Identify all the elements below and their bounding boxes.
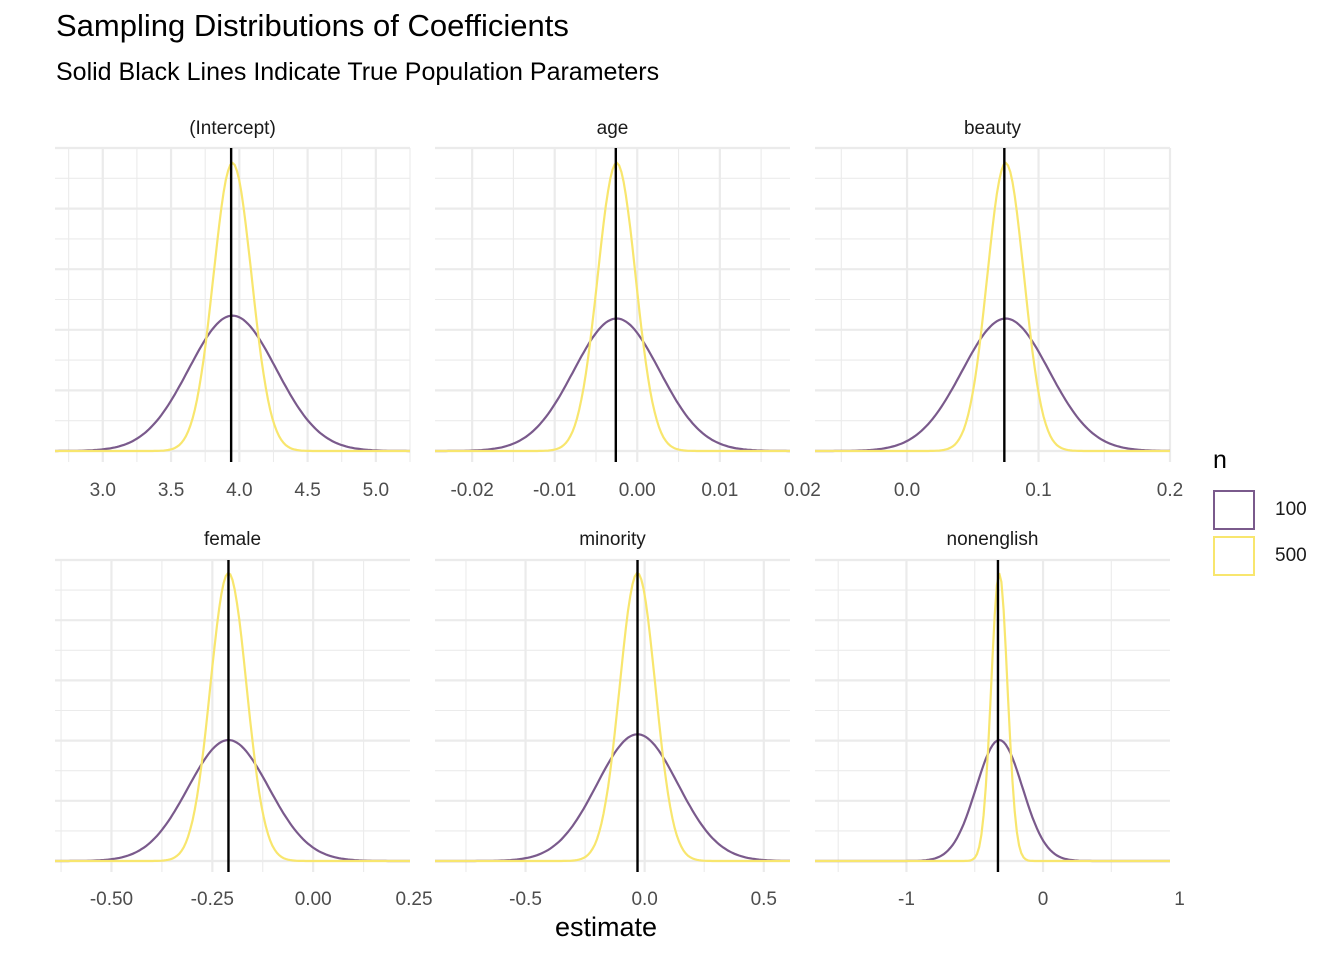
x-tick-label: 0.2 xyxy=(1157,480,1183,501)
panel-minority: minority -0.5 0.0 0.5 xyxy=(435,529,790,910)
panel-strip-title: (Intercept) xyxy=(189,118,276,139)
x-tick-label: 3.5 xyxy=(158,480,184,501)
panel-strip-title: minority xyxy=(579,529,646,550)
x-axis-label: estimate xyxy=(555,912,658,942)
x-tick-label: 0.0 xyxy=(894,480,920,501)
density-curve-n500 xyxy=(55,161,410,453)
x-tick-label: 0.1 xyxy=(1025,480,1051,501)
density-curve-n100 xyxy=(55,738,410,863)
x-tick-label: -0.02 xyxy=(450,480,493,501)
x-tick-label: 3.0 xyxy=(90,480,116,501)
density-curve-n500 xyxy=(435,161,790,453)
legend-item-500: 500 xyxy=(1213,533,1307,579)
x-tick-label: 4.0 xyxy=(226,480,252,501)
panel-age: age -0.02 -0.01 0.00 0.01 0.02 xyxy=(435,118,821,501)
x-tick-label: 0.00 xyxy=(619,480,656,501)
legend-label-500: 500 xyxy=(1275,545,1307,566)
panel-strip-title: nonenglish xyxy=(947,529,1039,550)
density-curve-n500 xyxy=(815,161,1170,453)
x-tick-label: 4.5 xyxy=(294,480,320,501)
panel-strip-title: beauty xyxy=(964,118,1022,139)
panel-strip-title: female xyxy=(204,529,261,550)
x-tick-label: 0.00 xyxy=(295,889,332,910)
chart-title: Sampling Distributions of Coefficients xyxy=(56,8,569,43)
x-tick-label: 0.5 xyxy=(751,889,777,910)
panel-strip-title: age xyxy=(597,118,629,139)
x-tick-label: -0.01 xyxy=(533,480,576,501)
x-tick-label: 0.01 xyxy=(701,480,738,501)
x-tick-label: 1 xyxy=(1174,889,1185,910)
panel-beauty: beauty 0.0 0.1 0.2 xyxy=(815,118,1183,501)
density-curve-n100 xyxy=(435,317,790,453)
legend-key-500 xyxy=(1213,536,1255,576)
panel-intercept: (Intercept) 3.0 3.5 4.0 4.5 5.0 xyxy=(55,118,411,501)
density-curve-n100 xyxy=(55,314,410,453)
x-tick-label: -0.25 xyxy=(191,889,234,910)
panel-female: female -0.50 -0.25 0.00 0.25 xyxy=(55,529,433,910)
density-curve-n500 xyxy=(435,571,790,863)
x-tick-label: 0.0 xyxy=(631,889,657,910)
chart-subtitle: Solid Black Lines Indicate True Populati… xyxy=(56,58,660,86)
legend: n 100 500 xyxy=(1213,446,1307,579)
x-tick-label: -0.5 xyxy=(509,889,542,910)
x-tick-label: 0.25 xyxy=(396,889,433,910)
x-tick-label: 0 xyxy=(1038,889,1049,910)
legend-title: n xyxy=(1213,446,1227,474)
density-curve-n500 xyxy=(815,572,1170,863)
x-tick-label: -1 xyxy=(898,889,915,910)
density-curve-n500 xyxy=(55,571,410,863)
density-curve-n100 xyxy=(815,317,1170,453)
panel-nonenglish: nonenglish -1 0 1 xyxy=(815,529,1185,910)
x-tick-label: 0.02 xyxy=(784,480,821,501)
legend-key-100 xyxy=(1213,490,1255,530)
x-tick-label: 5.0 xyxy=(363,480,389,501)
legend-item-100: 100 xyxy=(1213,487,1307,533)
x-tick-label: -0.50 xyxy=(90,889,133,910)
legend-label-100: 100 xyxy=(1275,499,1307,520)
